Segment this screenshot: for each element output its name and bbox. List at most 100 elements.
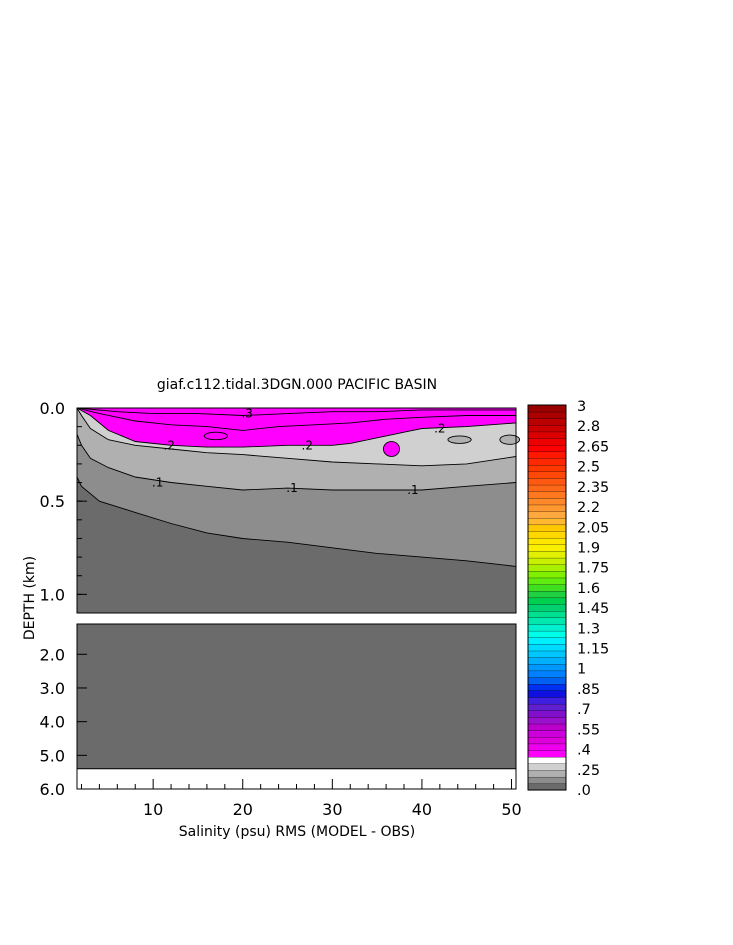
colorbar-label: .55	[577, 722, 600, 738]
colorbar-swatch	[527, 557, 567, 565]
colorbar-swatch	[527, 663, 567, 672]
y-tick-label: 1.0	[40, 585, 65, 604]
colorbar-swatch	[527, 491, 567, 499]
contour-label: .2	[434, 422, 445, 436]
colorbar-swatch	[527, 756, 567, 764]
colorbar-swatch	[527, 431, 567, 439]
colorbar-labels: 3 2.8 2.65 2.5 2.35 2.2 2.05 1.9 1.75 1.6 1.45 1.3 1…	[577, 399, 609, 799]
colorbar-label: 1.45	[577, 601, 609, 617]
colorbar-swatch	[527, 696, 567, 705]
colorbar-swatch	[527, 723, 567, 731]
colorbar-label: .7	[577, 702, 591, 718]
colorbar-swatch	[527, 418, 567, 426]
colorbar-swatches	[527, 404, 567, 791]
contour-labels: .3 .2 .2 .2 .1 .1 .1	[152, 407, 446, 497]
colorbar-label: 2.5	[577, 460, 600, 476]
colorbar-swatch	[527, 703, 567, 711]
colorbar-swatch	[527, 564, 567, 572]
colorbar-swatch	[527, 650, 567, 658]
x-tick-label: 30	[322, 800, 342, 819]
colorbar-swatch	[527, 550, 567, 559]
x-axis: 10 20 30 40 50	[80, 779, 522, 819]
colorbar-swatch	[527, 677, 567, 685]
y-tick-label: 5.0	[40, 746, 65, 765]
colorbar-swatch	[527, 603, 567, 612]
colorbar-swatch	[527, 464, 567, 472]
grey-island	[499, 434, 521, 445]
colorbar-swatch	[527, 411, 567, 419]
upper-fills	[77, 408, 516, 613]
colorbar-swatch	[527, 763, 567, 771]
colorbar-label: 1.3	[577, 621, 600, 637]
x-tick-label: 40	[412, 800, 432, 819]
y-tick-label: 4.0	[40, 713, 65, 732]
x-tick-label: 10	[143, 800, 163, 819]
y-tick-label: 2.0	[40, 645, 65, 664]
y-tick-label: 0.0	[40, 399, 65, 418]
grey-island	[447, 435, 472, 444]
colorbar-swatch	[527, 637, 567, 645]
colorbar-swatch	[527, 597, 567, 605]
colorbar-swatch	[527, 577, 567, 585]
contour-label: .1	[152, 476, 163, 490]
colorbar-swatch	[527, 617, 567, 625]
x-axis-title: Salinity (psu) RMS (MODEL - OBS)	[179, 824, 415, 840]
colorbar-swatch	[527, 444, 567, 453]
x-tick-label: 20	[233, 800, 253, 819]
colorbar-label: .85	[577, 682, 600, 698]
colorbar-swatch	[527, 750, 567, 758]
colorbar-swatch	[527, 630, 567, 638]
contour-line-0.05	[76, 476, 517, 567]
contour-line-0.25	[76, 407, 516, 431]
colorbar-swatch	[527, 438, 567, 446]
contour-loop	[203, 431, 228, 441]
contour-label: .1	[286, 481, 297, 495]
colorbar-swatch	[527, 457, 567, 466]
colorbar-swatch	[527, 497, 567, 506]
lower-panel: 2.0 3.0 4.0 5.0 6.0 10 20 30 40 50	[40, 623, 522, 819]
colorbar-label: 2.2	[577, 500, 600, 516]
colorbar-swatch	[527, 530, 567, 539]
fill-band-0.3	[77, 408, 516, 416]
colorbar-swatch	[527, 783, 567, 791]
colorbar-swatch	[527, 683, 567, 691]
colorbar-label: 1.9	[577, 540, 600, 556]
colorbar-swatch	[527, 716, 567, 725]
magenta-blob	[382, 441, 400, 457]
colorbar-swatch	[527, 769, 567, 778]
colorbar-label: 2.35	[577, 480, 609, 496]
colorbar-label: 2.05	[577, 520, 609, 536]
colorbar-label: 2.65	[577, 439, 609, 455]
colorbar-swatch	[527, 570, 567, 579]
chart-title: giaf.c112.tidal.3DGN.000 PACIFIC BASIN	[157, 377, 437, 393]
colorbar-swatch	[527, 537, 567, 545]
colorbar-swatch	[527, 424, 567, 433]
lower-panel-fill	[77, 624, 516, 789]
y-axis-title: DEPTH (km)	[22, 556, 38, 640]
colorbar-swatch	[527, 517, 567, 526]
y-tick-label: 0.5	[40, 492, 65, 511]
colorbar-swatch	[527, 670, 567, 678]
colorbar-swatch	[527, 471, 567, 479]
upper-y-axis: 0.0 0.5 1.0	[40, 399, 87, 614]
contour-line-0.3	[76, 407, 516, 416]
colorbar-swatch	[527, 544, 567, 552]
colorbar-label: .0	[577, 783, 591, 799]
colorbar-swatch	[527, 710, 567, 718]
upper-contour-lines	[76, 407, 517, 567]
colorbar-label: 1	[577, 662, 586, 678]
colorbar-swatch	[527, 590, 567, 599]
colorbar-swatch	[527, 484, 567, 492]
upper-panel-frame	[76, 407, 517, 614]
colorbar: 3 2.8 2.65 2.5 2.35 2.2 2.05 1.9 1.75 1.6 1.45 1.3 1…	[527, 399, 609, 799]
colorbar-swatch	[527, 511, 567, 519]
x-tick-label: 50	[501, 800, 521, 819]
colorbar-swatch	[527, 610, 567, 618]
colorbar-label: .4	[577, 743, 591, 759]
y-tick-label: 3.0	[40, 679, 65, 698]
contour-line-0.2	[76, 407, 517, 448]
colorbar-swatch	[527, 623, 567, 632]
closed-features	[203, 431, 521, 457]
colorbar-frame	[527, 404, 567, 791]
colorbar-label: 3	[577, 399, 586, 415]
